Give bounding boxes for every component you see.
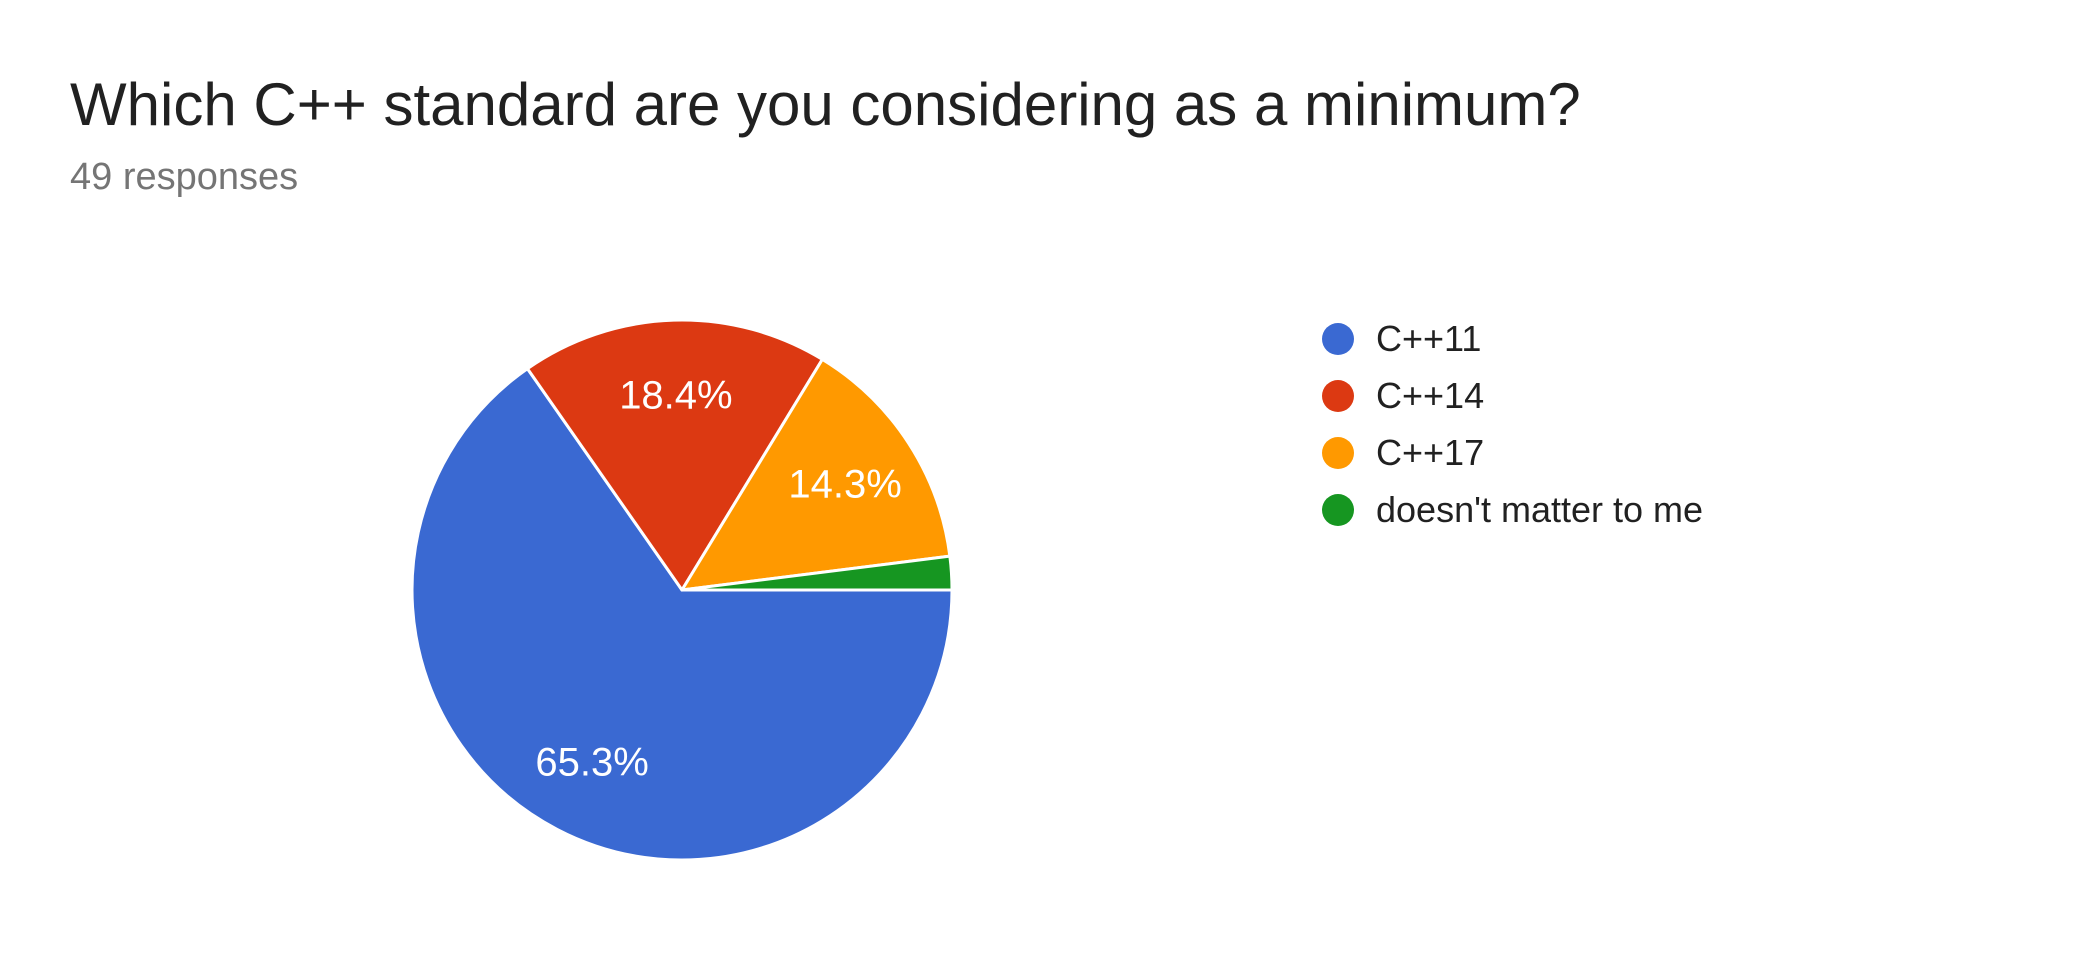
legend-color-dot	[1322, 379, 1354, 412]
chart-legend: C++11 C++14 C++17 doesn't matter to me	[1322, 310, 1703, 538]
legend-item-c-17: C++17	[1322, 424, 1703, 481]
legend-label: C++14	[1376, 374, 1485, 416]
pie-slice-c-14[interactable]	[525, 318, 824, 592]
legend-item-doesn-t-matter-to-me: doesn't matter to me	[1322, 481, 1703, 538]
slice-percent-label: 65.3%	[535, 740, 648, 784]
slice-percent-label: 14.3%	[788, 462, 901, 506]
legend-label: C++17	[1376, 431, 1485, 473]
chart-title: Which C++ standard are you considering a…	[70, 71, 1581, 138]
legend-item-c-14: C++14	[1322, 367, 1703, 424]
legend-item-c-11: C++11	[1322, 310, 1703, 367]
slice-percent-label: 18.4%	[619, 374, 732, 418]
pie-slice-c-17[interactable]	[680, 357, 952, 592]
legend-color-dot	[1322, 493, 1354, 526]
legend-label: doesn't matter to me	[1376, 488, 1704, 530]
pie-slice-doesn-t-matter-to-me[interactable]	[680, 554, 954, 592]
legend-color-dot	[1322, 322, 1354, 355]
pie-slice-c-11[interactable]	[410, 367, 954, 862]
legend-color-dot	[1322, 436, 1354, 469]
legend-label: C++11	[1376, 317, 1482, 359]
response-count: 49 responses	[70, 156, 299, 198]
